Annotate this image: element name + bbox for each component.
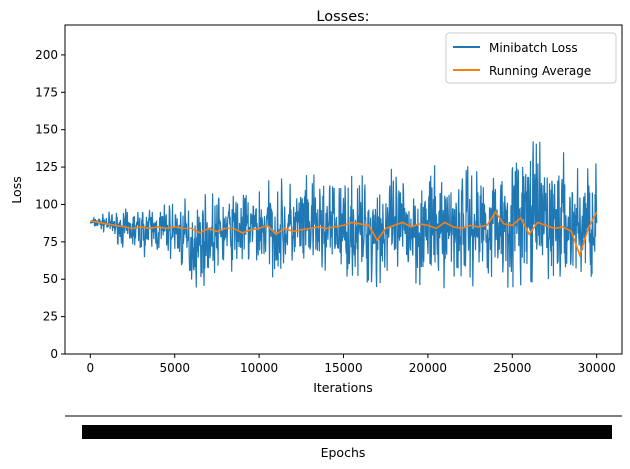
secondary-tick-labels	[82, 425, 612, 439]
legend: Minibatch Loss Running Average	[445, 32, 617, 84]
series-minibatch-loss	[89, 141, 598, 289]
x-tick-label: 25000	[493, 361, 531, 375]
chart-title: Losses:	[316, 9, 369, 25]
y-tick-label: 200	[35, 48, 58, 62]
x-tick-label: 30000	[578, 361, 616, 375]
x-tick-label: 15000	[324, 361, 362, 375]
secondary-x-axis: Epochs	[65, 415, 622, 460]
legend-box	[445, 32, 617, 84]
y-axis-label: Loss	[9, 176, 24, 203]
series-layer	[89, 141, 598, 289]
y-axis: 0 25 50 75 100 125 150 175 200	[35, 48, 65, 361]
x-tick-label: 0	[86, 361, 94, 375]
legend-label-minibatch: Minibatch Loss	[489, 41, 578, 55]
x-tick-label: 20000	[409, 361, 447, 375]
x-tick-label: 10000	[240, 361, 278, 375]
series-running-average	[90, 210, 598, 258]
y-tick-label: 0	[50, 347, 58, 361]
y-tick-label: 75	[43, 235, 58, 249]
secondary-axis-label: Epochs	[321, 445, 366, 460]
y-tick-label: 25	[43, 310, 58, 324]
y-tick-label: 50	[43, 272, 58, 286]
legend-label-running-average: Running Average	[489, 64, 591, 78]
y-tick-label: 175	[35, 85, 58, 99]
x-tick-label: 5000	[159, 361, 190, 375]
y-tick-label: 150	[35, 123, 58, 137]
x-axis-label: Iterations	[313, 380, 373, 395]
y-tick-label: 125	[35, 160, 58, 174]
y-tick-label: 100	[35, 197, 58, 211]
x-axis: 0 5000 10000 15000 20000 25000 30000	[86, 354, 616, 375]
